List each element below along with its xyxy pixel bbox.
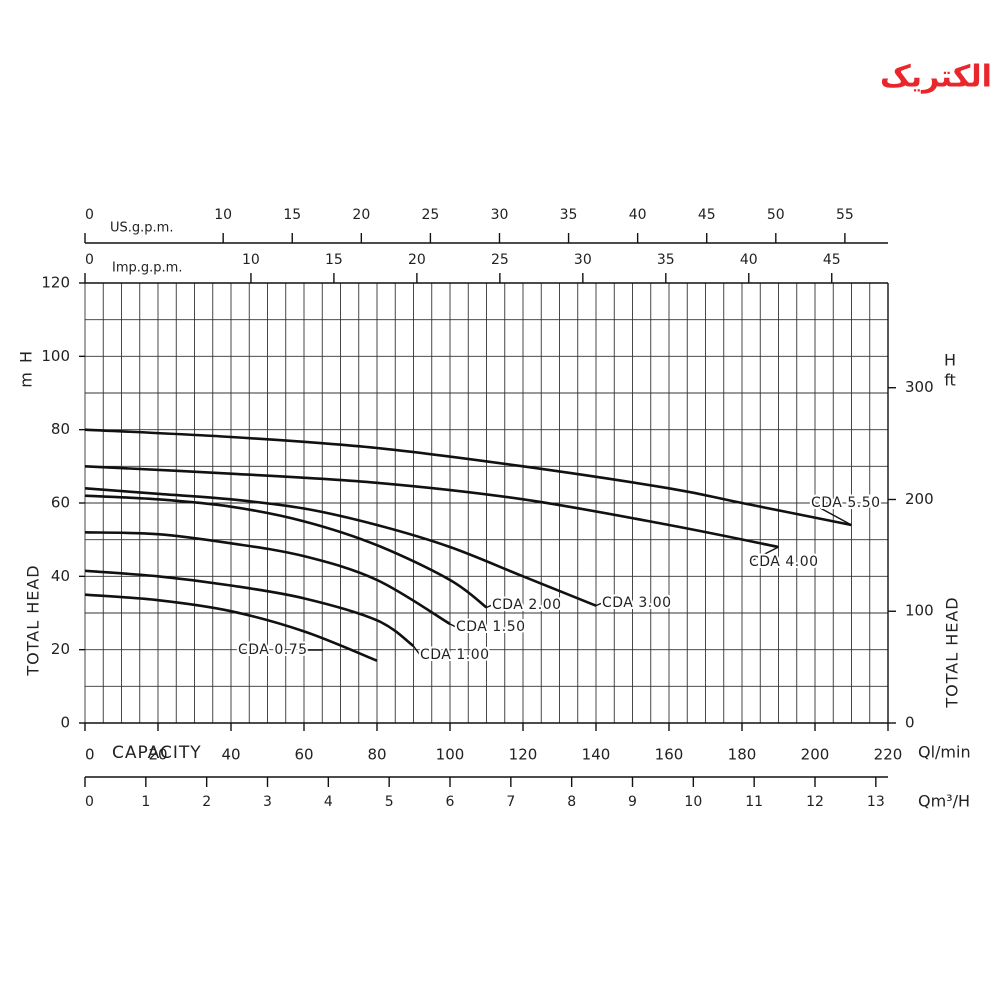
x3-tick-label: 0 [85, 207, 94, 223]
x-tick-label: 40 [221, 746, 240, 764]
x2-tick-label: 10 [684, 794, 702, 810]
y-tick-label: 0 [60, 714, 70, 732]
x3-tick-label: 30 [491, 207, 509, 223]
x2-tick-label: 4 [324, 794, 333, 810]
label-leader [748, 546, 779, 563]
x3-tick-label: 25 [421, 207, 439, 223]
x4-tick-label: 20 [408, 252, 426, 268]
x3-tick-label: 20 [352, 207, 370, 223]
x2-unit: Qm³/H [918, 792, 970, 811]
x-tick-label: 220 [874, 746, 903, 764]
x-tick-label: 20 [148, 746, 167, 764]
x2-tick-label: 0 [85, 794, 94, 810]
y-tick-label: 60 [51, 494, 70, 512]
x-tick-label: 80 [367, 746, 386, 764]
y2-tick-label: 200 [905, 490, 934, 508]
y-tick-label: 80 [51, 420, 70, 438]
x3-tick-label: 55 [836, 207, 854, 223]
legend-label: CDA 1.00 [420, 647, 490, 663]
x-tick-label: 140 [582, 746, 611, 764]
x-unit: Ql/min [918, 743, 971, 762]
x4-tick-label: 30 [574, 252, 592, 268]
y2-tick-label: 0 [905, 714, 915, 732]
x-tick-label: 200 [801, 746, 830, 764]
y2-axis-label: TOTAL HEAD [943, 596, 962, 708]
pump-curve [84, 531, 451, 626]
y2-tick-label: 300 [905, 378, 934, 396]
legend-label: CDA 1.50 [456, 619, 526, 635]
y2-unit: ft [944, 371, 956, 390]
y2-tick-label: 100 [905, 602, 934, 620]
x-tick-label: 160 [655, 746, 684, 764]
label-leader [412, 645, 421, 656]
y-tick-label: 40 [51, 567, 70, 585]
pump-curve [84, 569, 415, 648]
y-unit: m [17, 372, 36, 388]
x2-tick-label: 13 [867, 794, 885, 810]
y-unit-symbol: H [17, 351, 36, 363]
legend-label: CDA 0.75 [238, 642, 308, 658]
x-tick-label: 180 [728, 746, 757, 764]
legend-label: CDA 4.00 [749, 554, 819, 570]
label-leader [449, 623, 457, 628]
x3-tick-label: 40 [629, 207, 647, 223]
x2-tick-label: 2 [202, 794, 211, 810]
x3-tick-label: 10 [214, 207, 232, 223]
x2-tick-label: 12 [806, 794, 824, 810]
x2-tick-label: 11 [745, 794, 763, 810]
logo: آنا الکتریک [880, 58, 1000, 95]
y-tick-label: 100 [41, 347, 70, 365]
x4-tick-label: 25 [491, 252, 509, 268]
x4-tick-label: 35 [657, 252, 675, 268]
x3-tick-label: 45 [698, 207, 716, 223]
x2-tick-label: 3 [263, 794, 272, 810]
legend-label: CDA 2.00 [492, 597, 562, 613]
pump-curve [84, 428, 852, 527]
pump-curve [84, 593, 378, 662]
y-tick-label: 120 [41, 274, 70, 292]
legend-label: CDA 3.00 [602, 595, 672, 611]
x3-unit: US.g.p.m. [110, 221, 173, 236]
x2-tick-label: 1 [141, 794, 150, 810]
x4-tick-label: 45 [823, 252, 841, 268]
label-leader [595, 602, 603, 607]
x4-unit: Imp.g.p.m. [112, 261, 182, 276]
x-tick-label: 100 [436, 746, 465, 764]
label-leader [810, 502, 852, 526]
y-tick-label: 20 [51, 640, 70, 658]
x-tick-label: 120 [509, 746, 538, 764]
x-tick-label: 0 [85, 746, 95, 764]
x3-tick-label: 50 [767, 207, 785, 223]
x2-tick-label: 5 [385, 794, 394, 810]
x2-tick-label: 6 [446, 794, 455, 810]
x2-tick-label: 8 [567, 794, 576, 810]
x-tick-label: 60 [294, 746, 313, 764]
x2-tick-label: 9 [628, 794, 637, 810]
x4-tick-label: 40 [740, 252, 758, 268]
y2-unit-symbol: H [944, 351, 956, 370]
pump-curve [84, 494, 488, 609]
legend-label: CDA 5.50 [811, 495, 881, 511]
label-leader [486, 604, 493, 609]
x4-tick-label: 15 [325, 252, 343, 268]
x3-tick-label: 35 [560, 207, 578, 223]
x4-tick-label: 0 [85, 252, 94, 268]
x3-tick-label: 15 [283, 207, 301, 223]
x2-tick-label: 7 [506, 794, 515, 810]
y-axis-label: TOTAL HEAD [24, 564, 43, 676]
x-axis-label: CAPACITY [112, 743, 202, 763]
pump-curve [84, 465, 779, 549]
pump-curve [84, 487, 597, 607]
x4-tick-label: 10 [242, 252, 260, 268]
